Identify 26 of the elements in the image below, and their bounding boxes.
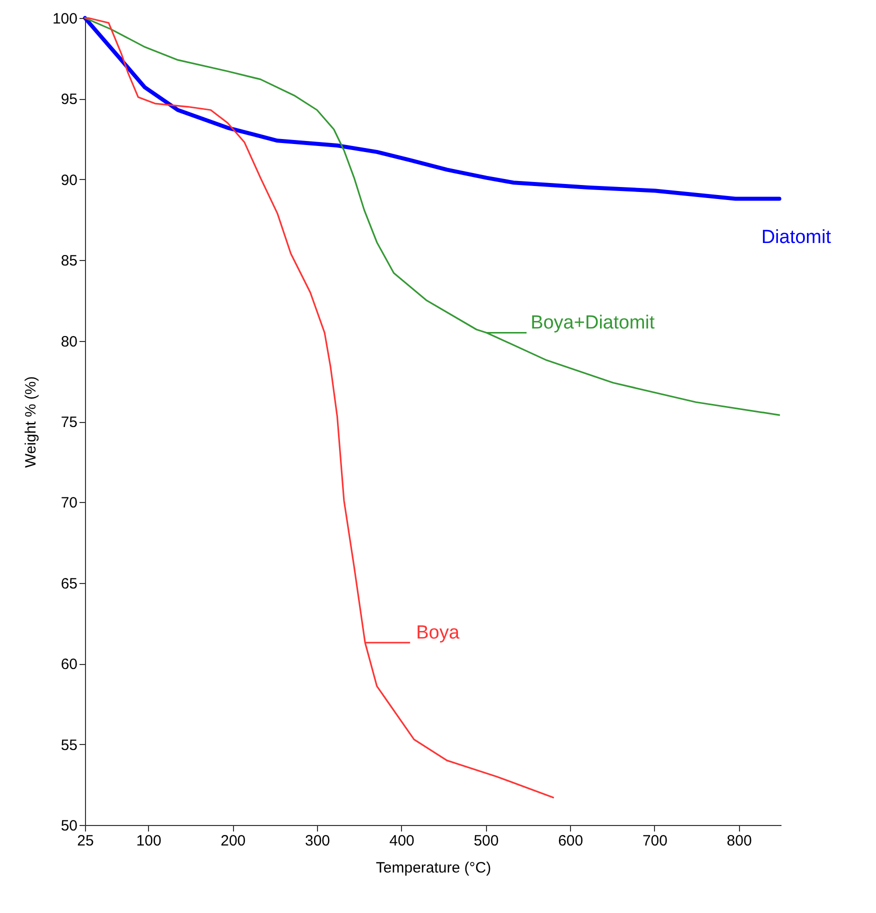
- y-tick-label: 75: [60, 414, 78, 431]
- x-tick-label: 600: [558, 832, 584, 850]
- y-tick-label: 80: [60, 333, 78, 350]
- y-tick-label: 85: [60, 252, 78, 270]
- legend-label: Boya+Diatomit: [530, 312, 656, 334]
- x-tick-label: 800: [726, 832, 752, 850]
- x-tick-label: 300: [304, 832, 330, 850]
- x-tick-label: 100: [136, 832, 162, 850]
- legend-label: Boya: [416, 622, 460, 644]
- y-tick-label: 100: [52, 10, 78, 28]
- line-series: [83, 16, 782, 201]
- x-tick-label: 500: [474, 832, 499, 850]
- y-tick-label: 90: [60, 172, 78, 189]
- y-tick-label: 60: [60, 656, 78, 674]
- x-tick-label: 25: [77, 832, 94, 850]
- x-tick-label: 700: [642, 832, 668, 850]
- y-tick-label: 70: [60, 494, 78, 512]
- x-axis-title: Temperature (°C): [376, 860, 492, 876]
- y-tick-label: 50: [60, 818, 78, 834]
- series-label: Diatomit: [761, 226, 832, 248]
- y-tick-label: 95: [60, 91, 78, 108]
- x-tick-label: 400: [389, 832, 414, 850]
- y-tick-label: 55: [60, 736, 78, 754]
- y-axis-title: Weight % (%): [22, 376, 40, 468]
- y-tick-label: 65: [60, 575, 78, 592]
- x-tick-label: 200: [220, 832, 246, 850]
